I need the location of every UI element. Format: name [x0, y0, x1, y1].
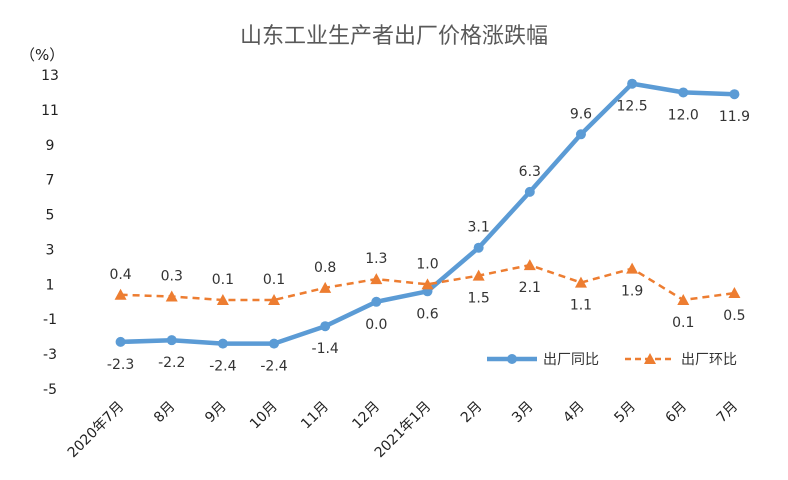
data-label: 0.6 — [416, 306, 438, 322]
data-point — [371, 296, 382, 307]
data-label: -2.4 — [260, 359, 287, 375]
data-point — [319, 281, 332, 293]
data-point — [269, 338, 280, 349]
y-tick-label: 1 — [46, 277, 55, 293]
y-axis-unit: （%） — [20, 46, 64, 64]
data-label: 0.1 — [212, 272, 234, 288]
y-tick-label: 3 — [46, 242, 55, 258]
legend-marker — [644, 353, 656, 364]
data-label: 11.9 — [719, 109, 750, 125]
y-tick-label: 11 — [41, 103, 59, 119]
legend-label: 出厂同比 — [543, 352, 599, 368]
data-point — [575, 129, 586, 140]
data-point — [524, 186, 535, 197]
x-tick-label: 5月 — [611, 399, 639, 427]
data-label: 1.5 — [468, 291, 490, 307]
data-label: -2.3 — [107, 357, 134, 373]
data-label: 2.1 — [519, 280, 541, 296]
data-label: -1.4 — [312, 341, 339, 357]
x-tick-label: 4月 — [560, 399, 588, 427]
data-point — [627, 78, 638, 89]
data-point — [268, 294, 281, 306]
data-label: 0.8 — [314, 260, 336, 276]
legend: 出厂同比 出厂环比 — [487, 352, 737, 368]
data-point — [216, 294, 229, 306]
y-tick-label: 13 — [41, 68, 59, 84]
x-tick-label: 3月 — [509, 399, 537, 427]
data-point — [678, 87, 689, 98]
data-point — [114, 288, 127, 300]
y-tick-label: -3 — [43, 347, 57, 363]
data-label: 9.6 — [570, 106, 592, 122]
x-tick-label: 10月 — [247, 399, 281, 433]
data-point — [473, 242, 484, 253]
data-point — [574, 276, 587, 288]
series-line-0 — [118, 81, 737, 346]
data-label: 0.1 — [672, 315, 694, 331]
x-tick-label: 11月 — [298, 399, 332, 433]
data-point — [626, 262, 639, 274]
data-point — [421, 278, 434, 290]
series-markers — [114, 78, 741, 349]
data-labels: -2.3 -2.2 -2.4 -2.4 -1.4 0.0 0.6 3.1 6.3 9.6 12.5 1… — [107, 99, 750, 375]
x-tick-label: 12月 — [349, 399, 383, 433]
y-tick-label: -5 — [43, 382, 57, 398]
data-label: 0.1 — [263, 272, 285, 288]
legend-marker — [507, 354, 517, 364]
data-point — [320, 321, 331, 332]
y-tick-label: 9 — [46, 138, 55, 154]
legend-label: 出厂环比 — [681, 352, 737, 368]
data-point — [677, 294, 690, 306]
data-label: 0.5 — [723, 308, 745, 324]
data-point — [370, 273, 383, 285]
y-tick-label: 7 — [46, 173, 55, 189]
data-label: 1.3 — [365, 251, 387, 267]
data-label: 12.0 — [668, 107, 699, 123]
data-label: -2.2 — [158, 355, 185, 371]
data-point — [728, 287, 741, 299]
data-point — [217, 338, 228, 349]
data-label: 1.9 — [621, 284, 643, 300]
x-tick-label: 6月 — [663, 399, 691, 427]
data-label: 1.0 — [416, 256, 438, 272]
x-tick-label: 2020年7月 — [65, 399, 128, 462]
x-tick-label: 8月 — [151, 399, 179, 427]
series-lines — [118, 81, 737, 346]
data-point — [166, 335, 177, 346]
x-tick-label: 2月 — [458, 399, 486, 427]
data-label: 1.1 — [570, 298, 592, 314]
y-tick-label: 5 — [46, 208, 55, 224]
data-point — [472, 269, 485, 281]
chart-title: 山东工业生产者出厂价格涨跌幅 — [240, 24, 548, 49]
data-label: 6.3 — [519, 164, 541, 180]
data-label: 3.1 — [468, 220, 490, 236]
data-point — [115, 336, 126, 347]
data-point — [165, 290, 178, 302]
data-point — [729, 89, 740, 100]
y-tick-label: -1 — [43, 312, 57, 328]
data-label: -2.4 — [209, 359, 236, 375]
data-label: 12.5 — [617, 99, 648, 115]
data-label: 0.0 — [365, 317, 387, 333]
data-label: 0.3 — [161, 269, 183, 285]
x-tick-label: 9月 — [202, 399, 230, 427]
x-tick-label: 7月 — [714, 399, 742, 427]
data-point — [523, 259, 536, 271]
data-label: 0.4 — [109, 267, 131, 283]
